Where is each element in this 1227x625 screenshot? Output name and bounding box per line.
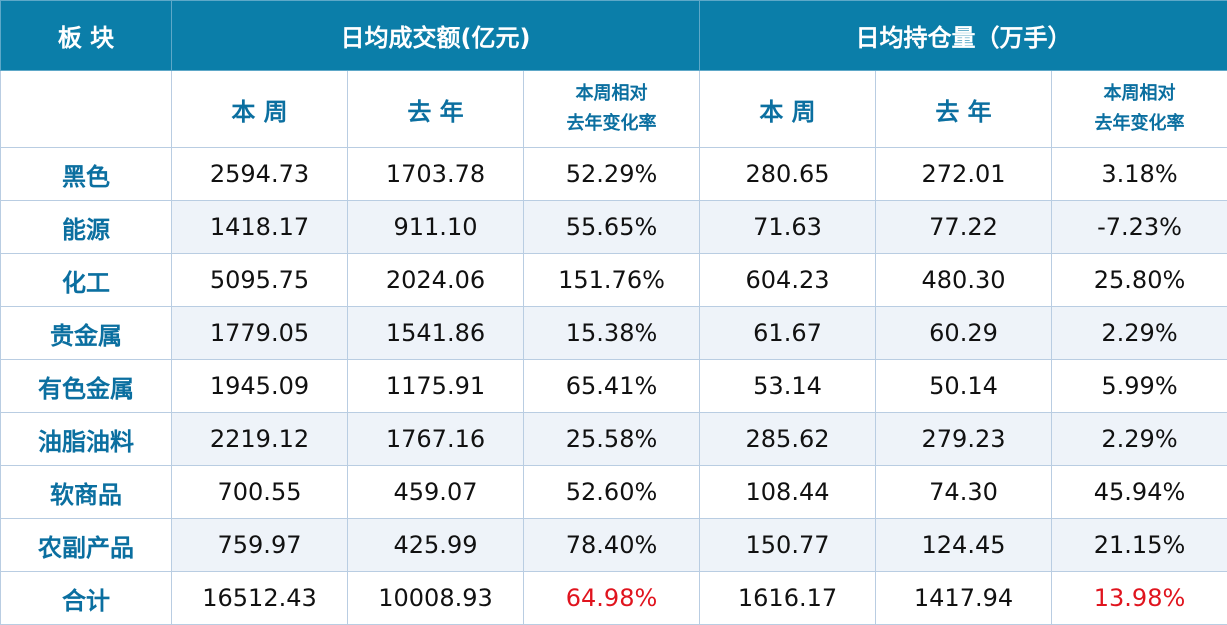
turnover-last-year: 459.07: [347, 465, 524, 519]
table-row: 化工 5095.75 2024.06 151.76% 604.23 480.30…: [0, 253, 1227, 307]
header-oi-this-week: 本 周: [699, 70, 877, 148]
oi-change: 5.99%: [1051, 359, 1227, 413]
turnover-last-year: 1541.86: [347, 306, 524, 360]
header-turnover-last-year: 去 年: [347, 70, 524, 148]
turnover-this-week: 1779.05: [171, 306, 348, 360]
turnover-change: 65.41%: [522, 359, 701, 413]
table-row: 油脂油料 2219.12 1767.16 25.58% 285.62 279.2…: [0, 412, 1227, 466]
oi-last-year: 272.01: [875, 147, 1053, 201]
oi-this-week: 71.63: [699, 200, 877, 254]
change-label-line1: 本周相对: [1103, 83, 1176, 104]
oi-last-year: 124.45: [875, 518, 1053, 572]
turnover-last-year: 425.99: [347, 518, 524, 572]
oi-this-week: 604.23: [699, 253, 877, 307]
oi-change: 2.29%: [1051, 306, 1227, 360]
turnover-this-week: 700.55: [171, 465, 348, 519]
oi-this-week: 53.14: [699, 359, 877, 413]
oi-change: 2.29%: [1051, 412, 1227, 466]
turnover-change: 25.58%: [522, 412, 701, 466]
oi-last-year: 50.14: [875, 359, 1053, 413]
oi-last-year: 1417.94: [875, 571, 1053, 625]
oi-change: -7.23%: [1051, 200, 1227, 254]
sector-name: 黑色: [0, 147, 172, 201]
turnover-change: 52.60%: [522, 465, 701, 519]
sector-name: 软商品: [0, 465, 172, 519]
turnover-this-week: 1945.09: [171, 359, 348, 413]
turnover-this-week: 2219.12: [171, 412, 348, 466]
sector-name: 能源: [0, 200, 172, 254]
turnover-change: 52.29%: [522, 147, 701, 201]
table-row: 黑色 2594.73 1703.78 52.29% 280.65 272.01 …: [0, 147, 1227, 201]
oi-this-week: 280.65: [699, 147, 877, 201]
header-row-main: 板 块 日均成交额(亿元) 日均持仓量（万手）: [0, 0, 1227, 71]
sector-name: 农副产品: [0, 518, 172, 572]
oi-this-week: 150.77: [699, 518, 877, 572]
sector-name: 贵金属: [0, 306, 172, 360]
header-turnover-group: 日均成交额(亿元): [170, 0, 701, 71]
sector-name: 化工: [0, 253, 172, 307]
oi-this-week: 1616.17: [699, 571, 877, 625]
turnover-this-week: 1418.17: [171, 200, 348, 254]
turnover-this-week: 16512.43: [171, 571, 348, 625]
oi-last-year: 480.30: [875, 253, 1053, 307]
table-row: 农副产品 759.97 425.99 78.40% 150.77 124.45 …: [0, 518, 1227, 572]
turnover-change: 15.38%: [522, 306, 701, 360]
oi-change: 21.15%: [1051, 518, 1227, 572]
turnover-this-week: 5095.75: [171, 253, 348, 307]
oi-last-year: 77.22: [875, 200, 1053, 254]
header-sector: 板 块: [0, 0, 172, 71]
table-row: 贵金属 1779.05 1541.86 15.38% 61.67 60.29 2…: [0, 306, 1227, 360]
total-row: 合计 16512.43 10008.93 64.98% 1616.17 1417…: [0, 571, 1227, 625]
oi-change-total: 13.98%: [1051, 571, 1227, 625]
turnover-last-year: 1767.16: [347, 412, 524, 466]
turnover-last-year: 1703.78: [347, 147, 524, 201]
turnover-last-year: 1175.91: [347, 359, 524, 413]
oi-change: 3.18%: [1051, 147, 1227, 201]
oi-change: 45.94%: [1051, 465, 1227, 519]
header-oi-change: 本周相对 去年变化率: [1051, 70, 1227, 148]
header-turnover-change: 本周相对 去年变化率: [522, 70, 701, 148]
turnover-change: 151.76%: [522, 253, 701, 307]
turnover-last-year: 2024.06: [347, 253, 524, 307]
change-label-line2: 去年变化率: [1094, 113, 1185, 134]
header-empty-cell: [0, 70, 172, 148]
sector-name: 有色金属: [0, 359, 172, 413]
turnover-this-week: 2594.73: [171, 147, 348, 201]
header-turnover-this-week: 本 周: [171, 70, 348, 148]
oi-this-week: 61.67: [699, 306, 877, 360]
sector-name: 合计: [0, 571, 172, 625]
oi-this-week: 108.44: [699, 465, 877, 519]
turnover-change: 55.65%: [522, 200, 701, 254]
turnover-last-year: 911.10: [347, 200, 524, 254]
turnover-last-year: 10008.93: [347, 571, 524, 625]
oi-last-year: 60.29: [875, 306, 1053, 360]
oi-this-week: 285.62: [699, 412, 877, 466]
change-label-line1: 本周相对: [575, 83, 648, 104]
table-row: 有色金属 1945.09 1175.91 65.41% 53.14 50.14 …: [0, 359, 1227, 413]
turnover-change: 78.40%: [522, 518, 701, 572]
oi-last-year: 279.23: [875, 412, 1053, 466]
turnover-this-week: 759.97: [171, 518, 348, 572]
change-label-line2: 去年变化率: [566, 113, 657, 134]
header-oi-last-year: 去 年: [875, 70, 1053, 148]
header-open-interest-group: 日均持仓量（万手）: [699, 0, 1227, 71]
oi-change: 25.80%: [1051, 253, 1227, 307]
table-row: 软商品 700.55 459.07 52.60% 108.44 74.30 45…: [0, 465, 1227, 519]
turnover-change-total: 64.98%: [522, 571, 701, 625]
table-row: 能源 1418.17 911.10 55.65% 71.63 77.22 -7.…: [0, 200, 1227, 254]
oi-last-year: 74.30: [875, 465, 1053, 519]
header-row-sub: 本 周 去 年 本周相对 去年变化率 本 周 去 年 本周相对 去年变化率: [0, 70, 1227, 148]
sector-name: 油脂油料: [0, 412, 172, 466]
